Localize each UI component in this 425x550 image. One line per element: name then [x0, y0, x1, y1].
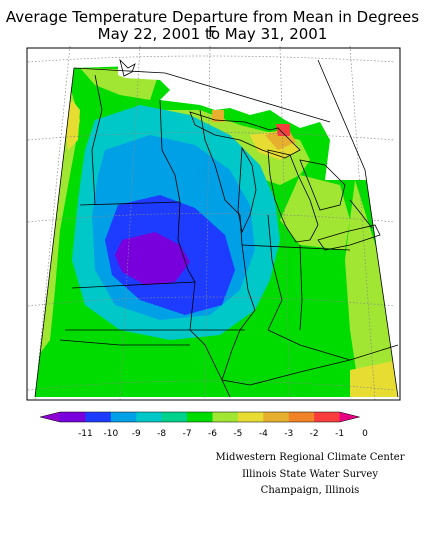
legend-tick-labels: -11 -10 -9 -8 -7 -6 -5 -4 -3 -2 -1 0: [78, 429, 368, 439]
legend-swatch: [136, 412, 163, 422]
legend-tick-label: -7: [183, 429, 192, 439]
region-red-upper-peninsula: [276, 124, 290, 136]
lake-erie-islands: [349, 199, 373, 229]
legend-tick-label: -4: [259, 429, 268, 439]
legend-swatch: [263, 412, 290, 422]
legend-swatch: [187, 412, 213, 422]
legend-swatch: [288, 412, 315, 422]
legend-tick-label: -9: [132, 429, 141, 439]
legend-tick-label: -3: [284, 429, 293, 439]
legend-swatch: [161, 412, 188, 422]
legend-swatch: [314, 412, 341, 422]
legend-tick-label: -8: [157, 429, 166, 439]
legend-tick-label: -10: [103, 429, 118, 439]
legend-tick-label: -2: [310, 429, 319, 439]
credit-line3: Champaign, Illinois: [260, 485, 360, 496]
legend-tick-label: 0: [362, 429, 368, 439]
legend-swatch: [212, 412, 239, 422]
great-lakes-shoreline: [119, 58, 381, 251]
map-title-line1: Average Temperature Departure from Mean …: [5, 8, 420, 41]
state-boundaries: [34, 59, 399, 398]
temperature-departure-map: [25, 46, 402, 402]
legend-swatch: [60, 412, 86, 422]
canada-mask: [118, 46, 402, 180]
credit-line2: Illinois State Water Survey: [241, 469, 378, 480]
region-yellow-southeast: [350, 360, 398, 397]
region-yellow-green-michigan: [280, 175, 350, 250]
map-frame: [26, 47, 401, 401]
legend-color-bar: [40, 411, 360, 423]
color-legend: -11 -10 -9 -8 -7 -6 -5 -4 -3 -2 -1 0: [40, 411, 368, 439]
legend-arrow-low: [40, 412, 60, 422]
legend-arrow-high: [339, 412, 360, 422]
credit-line1: Midwestern Regional Climate Center: [215, 452, 405, 463]
legend-swatch: [110, 412, 137, 422]
region-yellow-green-east: [345, 180, 398, 397]
map-title-line2: May 22, 2001 to May 31, 2001: [97, 25, 328, 43]
lat-lon-graticule: [27, 46, 396, 401]
legend-tick-label: -6: [208, 429, 217, 439]
legend-tick-label: -11: [78, 429, 93, 439]
legend-tick-label: -1: [335, 429, 344, 439]
legend-tick-label: -5: [233, 429, 242, 439]
region-purple: [115, 232, 190, 285]
region-orange-upper-peninsula: [212, 110, 224, 122]
legend-swatch: [237, 412, 264, 422]
legend-outline: [40, 411, 360, 423]
legend-swatch: [85, 412, 112, 422]
